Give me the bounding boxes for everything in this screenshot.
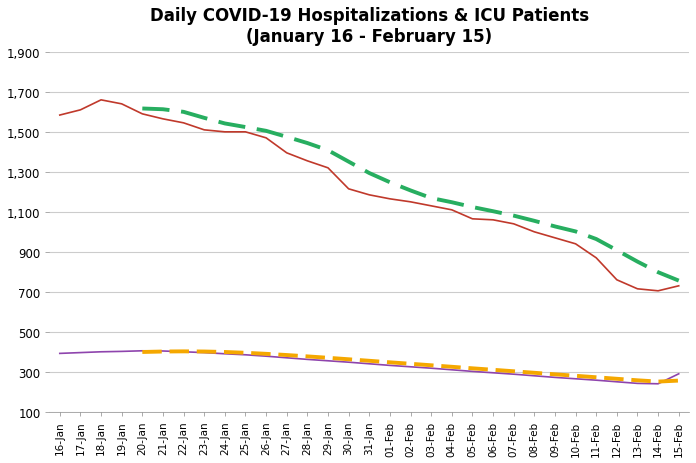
Title: Daily COVID-19 Hospitalizations & ICU Patients
(January 16 - February 15): Daily COVID-19 Hospitalizations & ICU Pa… (150, 7, 589, 46)
